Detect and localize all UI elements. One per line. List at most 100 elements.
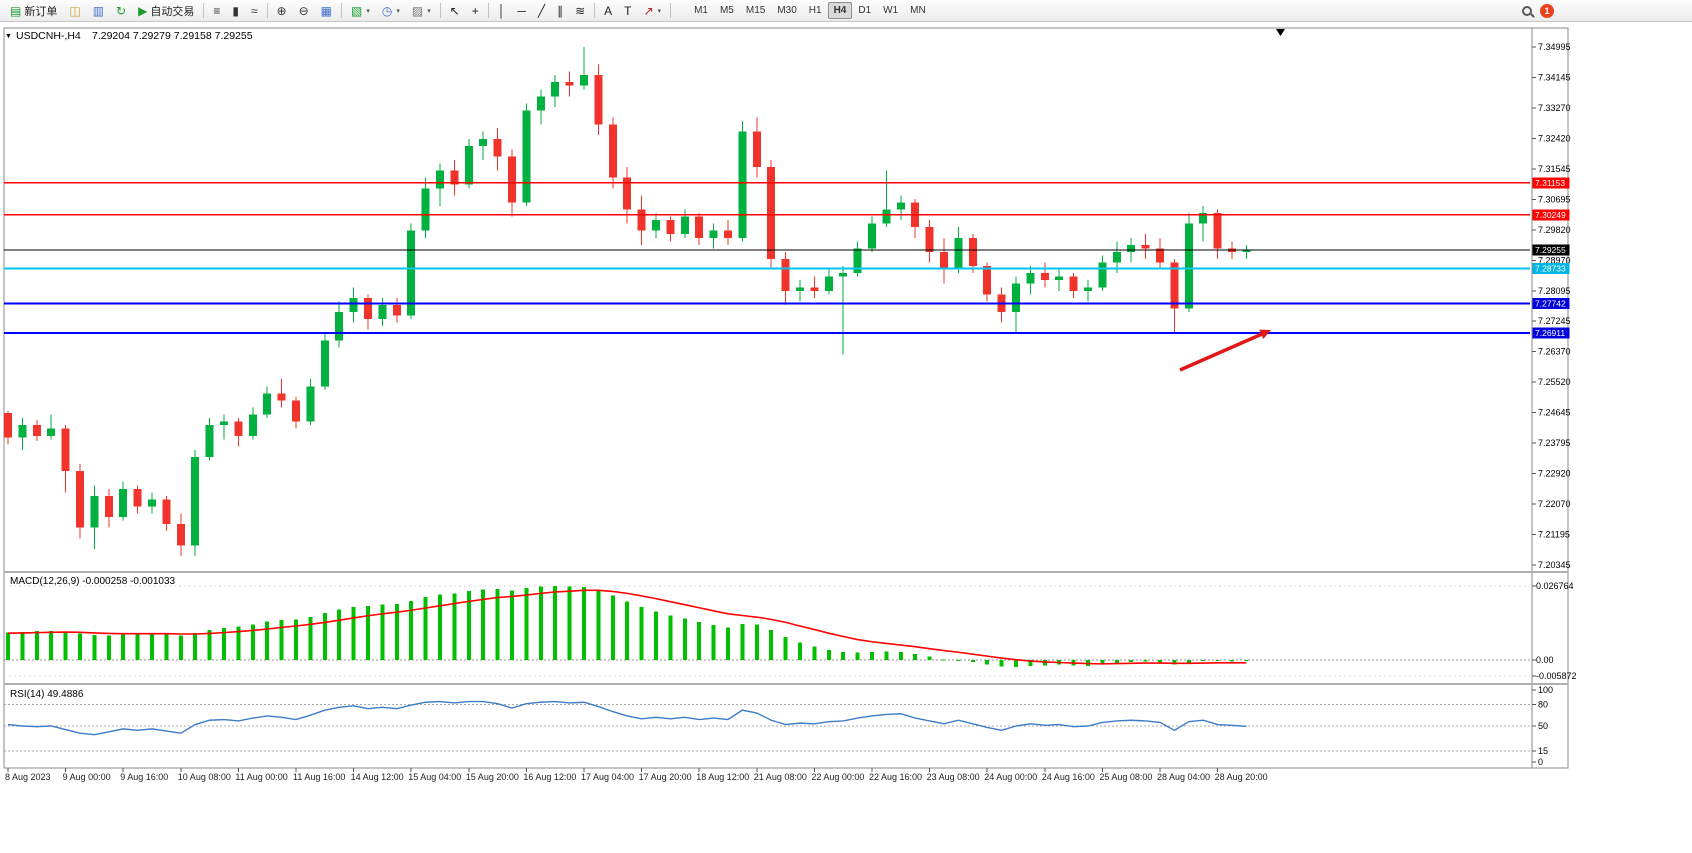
time-axis-label: 25 Aug 08:00 xyxy=(1099,772,1152,782)
dropdown-caret-icon[interactable]: ▾ xyxy=(427,7,431,15)
candle-body xyxy=(1055,276,1064,281)
dropdown-caret-icon[interactable]: ▾ xyxy=(657,7,662,15)
candle-body xyxy=(4,412,12,438)
horizontal-lines-layer[interactable] xyxy=(4,182,1530,334)
new-order-button[interactable]: ▤ 新订单 xyxy=(4,2,63,20)
candle-body xyxy=(896,202,905,210)
macd-histogram-bar xyxy=(826,649,831,660)
rsi-line xyxy=(7,700,1247,736)
macd-histogram-bar xyxy=(582,587,586,660)
macd-histogram-bar xyxy=(1100,660,1105,665)
macd-histogram-bar xyxy=(78,633,82,660)
toolbar-separator xyxy=(594,3,596,18)
templates-button[interactable]: ▨ ▾ xyxy=(406,2,437,20)
candle-body xyxy=(1184,223,1193,309)
candle-body xyxy=(781,258,790,291)
time-axis-label: 11 Aug 16:00 xyxy=(293,772,345,782)
price-chart-canvas[interactable]: 7.34995 7.34145 7.33270 7.32420 7.31545 7.306… xyxy=(0,22,1692,853)
crosshair-button[interactable]: + xyxy=(466,2,485,20)
chart-shift-marker-icon[interactable] xyxy=(1276,29,1285,36)
macd-histogram-bar xyxy=(106,635,111,660)
macd-histogram-bar xyxy=(697,622,702,660)
macd-label: MACD(12,26,9) -0.000258 -0.001033 xyxy=(10,576,176,587)
candle-body xyxy=(868,223,876,249)
strategy-tester-button[interactable]: ↻ xyxy=(110,2,132,20)
market-watch-button[interactable]: ◫ xyxy=(63,2,86,20)
candle-body xyxy=(407,230,416,316)
time-axis-label: 10 Aug 08:00 xyxy=(178,772,231,782)
candle-body xyxy=(738,131,747,238)
macd-histogram-bar xyxy=(798,642,802,660)
data-window-button[interactable]: ▥ xyxy=(87,2,110,20)
time-axis-label: 8 Aug 2023 xyxy=(5,772,51,782)
timeframe-button-MN[interactable]: MN xyxy=(910,5,926,16)
tile-windows-icon: ▦ xyxy=(320,3,333,18)
time-axis-label: 18 Aug 12:00 xyxy=(696,772,749,782)
macd-histogram-bar xyxy=(769,630,774,660)
timeframe-button-M5[interactable]: M5 xyxy=(719,5,734,16)
arrow-annotation[interactable] xyxy=(1179,329,1272,372)
timeframe-button-H4[interactable]: H4 xyxy=(827,2,853,19)
macd-histogram-bar xyxy=(380,604,385,660)
rsi-axis-label: 50 xyxy=(1538,721,1548,731)
trendline-button[interactable]: ╱ xyxy=(532,2,551,20)
candle-body xyxy=(18,425,27,438)
zoom-in-button[interactable]: ⊕ xyxy=(271,2,293,20)
macd-histogram-bar xyxy=(34,631,39,660)
macd-histogram-bar xyxy=(207,630,212,660)
macd-histogram-bar xyxy=(956,660,961,661)
candlestick-chart-button[interactable]: ▮ xyxy=(226,2,245,20)
candle-body xyxy=(824,276,833,291)
text-label-button[interactable]: T xyxy=(618,2,637,20)
macd-histogram-bar xyxy=(294,619,298,660)
timeframe-button-H1[interactable]: H1 xyxy=(808,5,822,16)
search-icon[interactable] xyxy=(1522,5,1532,16)
candle-body xyxy=(767,167,776,259)
price-axis-label: 7.33270 xyxy=(1538,103,1571,113)
indicators-button[interactable]: ▧ ▾ xyxy=(345,2,376,20)
macd-histogram-bar xyxy=(913,653,918,660)
macd-signal-line xyxy=(7,589,1247,665)
macd-histogram-bar xyxy=(1201,660,1206,662)
price-axis-label: 7.22920 xyxy=(1538,469,1571,479)
notifications-badge[interactable]: 1 xyxy=(1540,3,1554,18)
dropdown-caret-icon[interactable]: ▾ xyxy=(396,7,400,15)
autotrading-button[interactable]: ▶ 自动交易 xyxy=(132,2,200,20)
price-axis-label: 7.32420 xyxy=(1538,133,1571,143)
arrows-button[interactable]: ↗ ▾ xyxy=(637,2,667,20)
macd-histogram-bar xyxy=(1114,660,1119,664)
periods-button[interactable]: ◷ ▾ xyxy=(376,2,406,20)
zoom-in-icon: ⊕ xyxy=(276,3,287,18)
macd-histogram-bar xyxy=(308,616,313,660)
text-button[interactable]: A xyxy=(598,2,618,20)
macd-axis-label: 0.026764 xyxy=(1536,581,1574,591)
bar-chart-icon: ≡ xyxy=(213,3,221,18)
horizontal-line-button[interactable]: ─ xyxy=(511,2,532,20)
candle-body xyxy=(493,138,502,157)
symbol-dropdown-icon[interactable]: ▼ xyxy=(5,33,12,40)
fibonacci-button[interactable]: ≋ xyxy=(569,2,591,20)
line-chart-button[interactable]: ≈ xyxy=(245,2,264,20)
candle-body xyxy=(292,400,300,422)
vertical-line-button[interactable]: │ xyxy=(492,2,512,20)
data-window-icon: ▥ xyxy=(92,3,105,18)
candle-body xyxy=(263,393,272,415)
bar-chart-button[interactable]: ≡ xyxy=(207,2,226,20)
timeframe-button-M30[interactable]: M30 xyxy=(777,5,797,16)
timeframe-button-M1[interactable]: M1 xyxy=(694,5,708,16)
candle-body xyxy=(853,248,862,274)
dropdown-caret-icon[interactable]: ▾ xyxy=(366,7,370,15)
arrows-icon: ↗ xyxy=(643,3,654,18)
candle-body xyxy=(1199,213,1208,224)
timeframe-button-D1[interactable]: D1 xyxy=(858,5,872,16)
timeframe-button-W1[interactable]: W1 xyxy=(883,5,899,16)
candle-body xyxy=(191,456,200,546)
zoom-out-button[interactable]: ⊖ xyxy=(293,2,315,20)
candle-body xyxy=(580,75,588,86)
timeframe-button-M15[interactable]: M15 xyxy=(745,5,766,16)
macd-histogram-bar xyxy=(1230,660,1234,662)
cursor-button[interactable]: ↖ xyxy=(444,2,466,20)
tile-windows-button[interactable]: ▦ xyxy=(315,2,338,20)
channel-button[interactable]: ∥ xyxy=(551,2,569,20)
templates-icon: ▨ xyxy=(411,3,424,18)
